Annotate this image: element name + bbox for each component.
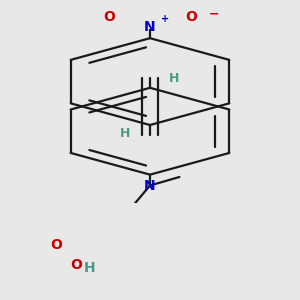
Text: H: H [120, 128, 131, 140]
Text: N: N [144, 178, 156, 193]
Text: −: − [208, 8, 219, 21]
Text: O: O [103, 10, 115, 24]
Text: H: H [84, 262, 95, 275]
Text: O: O [50, 238, 62, 252]
Text: O: O [70, 258, 82, 272]
Text: H: H [169, 73, 180, 85]
Text: +: + [161, 14, 169, 24]
Text: O: O [185, 10, 197, 24]
Text: N: N [144, 20, 156, 34]
